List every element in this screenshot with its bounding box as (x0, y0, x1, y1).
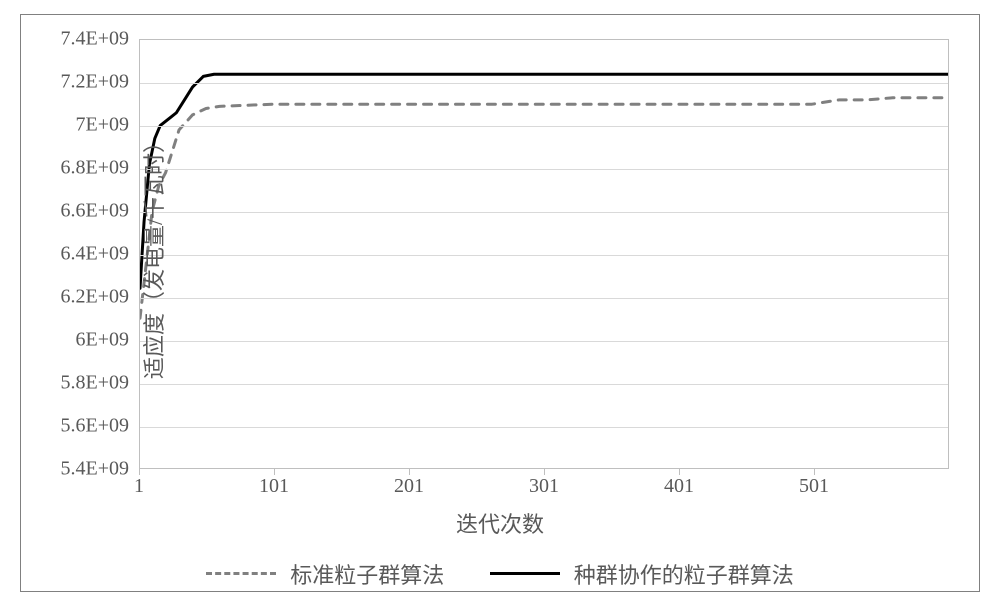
y-tick-label: 6.6E+09 (29, 200, 129, 223)
series-line (140, 74, 948, 288)
plot-area (139, 39, 949, 469)
x-tick-label: 1 (109, 475, 169, 498)
legend-label-cooperative: 种群协作的粒子群算法 (574, 558, 794, 590)
y-tick-label: 6.2E+09 (29, 286, 129, 309)
x-axis-label: 迭代次数 (21, 507, 979, 539)
y-tick-label: 7.4E+09 (29, 28, 129, 51)
y-axis-label: 适应度（发电量/千瓦时） (137, 131, 169, 379)
gridline-h (140, 255, 948, 256)
chart-svg (140, 40, 948, 468)
legend: 标准粒子群算法 种群协作的粒子群算法 (21, 555, 979, 590)
y-tick-label: 6.8E+09 (29, 157, 129, 180)
gridline-h (140, 169, 948, 170)
series-line (140, 98, 948, 318)
x-tick-label: 501 (784, 475, 844, 498)
x-tick-label: 101 (244, 475, 304, 498)
legend-swatch-dashed-icon (206, 572, 276, 575)
y-tick-label: 5.6E+09 (29, 415, 129, 438)
gridline-h (140, 83, 948, 84)
gridline-h (140, 341, 948, 342)
legend-item-standard: 标准粒子群算法 (206, 558, 444, 590)
gridline-h (140, 212, 948, 213)
gridline-h (140, 384, 948, 385)
x-tick-label: 401 (649, 475, 709, 498)
y-tick-label: 7.2E+09 (29, 71, 129, 94)
legend-swatch-solid-icon (490, 572, 560, 575)
legend-label-standard: 标准粒子群算法 (290, 558, 444, 590)
gridline-h (140, 427, 948, 428)
gridline-h (140, 126, 948, 127)
y-tick-label: 6.4E+09 (29, 243, 129, 266)
y-tick-label: 6E+09 (29, 329, 129, 352)
x-tick-label: 201 (379, 475, 439, 498)
gridline-h (140, 298, 948, 299)
chart-container: 适应度（发电量/千瓦时） 迭代次数 标准粒子群算法 种群协作的粒子群算法 5.4… (20, 14, 980, 592)
y-tick-label: 5.8E+09 (29, 372, 129, 395)
legend-item-cooperative: 种群协作的粒子群算法 (490, 558, 794, 590)
y-tick-label: 7E+09 (29, 114, 129, 137)
x-tick-label: 301 (514, 475, 574, 498)
